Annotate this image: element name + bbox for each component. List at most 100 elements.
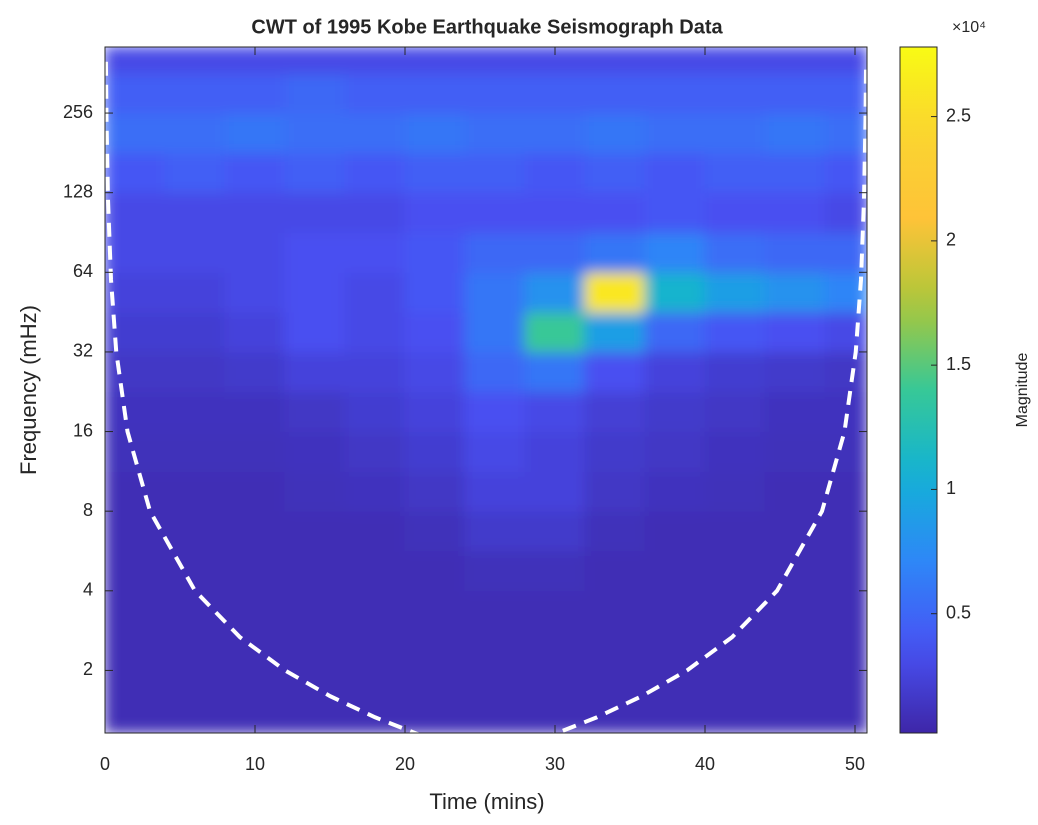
heat-cell	[704, 710, 766, 733]
heat-cell	[105, 710, 166, 733]
heat-cell	[284, 630, 346, 671]
heat-cell	[644, 112, 706, 154]
heat-cell	[404, 351, 466, 393]
heat-cell	[704, 391, 766, 433]
heat-cell	[584, 471, 646, 512]
heat-cell	[704, 72, 766, 114]
heat-cell	[524, 351, 586, 393]
heat-cell	[344, 590, 406, 632]
heat-cell	[764, 311, 826, 353]
heat-cell	[464, 431, 526, 473]
heat-cell	[584, 510, 646, 552]
heat-cell	[644, 47, 706, 74]
heat-cell	[824, 710, 867, 733]
heat-cell	[824, 152, 867, 194]
heat-cell	[524, 550, 586, 592]
chart-title: CWT of 1995 Kobe Earthquake Seismograph …	[251, 16, 723, 38]
heat-cell	[404, 391, 466, 433]
heat-cell	[284, 510, 346, 552]
heat-cell	[764, 630, 826, 671]
heat-cell	[644, 590, 706, 632]
heat-cell	[524, 152, 586, 194]
heat-cell	[344, 192, 406, 234]
heat-cell	[164, 471, 226, 512]
heat-cell	[164, 550, 226, 592]
heat-cell	[584, 232, 646, 273]
heat-cell	[404, 510, 466, 552]
heat-cell	[644, 510, 706, 552]
heat-cell	[584, 192, 646, 234]
heatmap	[105, 47, 867, 733]
heat-cell	[644, 192, 706, 234]
heat-cell	[584, 72, 646, 114]
heat-cell	[224, 669, 286, 712]
heat-cell	[344, 271, 406, 313]
heat-cell	[224, 112, 286, 154]
heat-cell	[584, 152, 646, 194]
y-tick-label: 2	[83, 659, 93, 679]
heat-cell	[344, 72, 406, 114]
heat-cell	[524, 271, 586, 313]
heat-cell	[524, 590, 586, 632]
heat-cell	[284, 47, 346, 74]
heat-cell	[824, 590, 867, 632]
heat-cell	[224, 550, 286, 592]
heat-cell	[524, 311, 586, 353]
heat-cell	[404, 152, 466, 194]
heat-cell	[164, 391, 226, 433]
heat-cell	[105, 271, 166, 313]
heat-cell	[644, 311, 706, 353]
colorbar-tick-label: 1.5	[946, 354, 971, 374]
heat-cell	[764, 271, 826, 313]
heat-cell	[824, 351, 867, 393]
heat-cell	[464, 271, 526, 313]
heat-cell	[764, 192, 826, 234]
heat-cell	[824, 669, 867, 712]
heat-cell	[164, 271, 226, 313]
heat-cell	[284, 112, 346, 154]
heat-cell	[284, 72, 346, 114]
heat-cell	[224, 510, 286, 552]
heat-cell	[105, 47, 166, 74]
heat-cell	[105, 630, 166, 671]
x-tick-label: 40	[695, 754, 715, 774]
colorbar	[899, 46, 938, 734]
heat-cell	[404, 192, 466, 234]
heat-cell	[464, 510, 526, 552]
heat-cell	[464, 112, 526, 154]
y-tick-label: 256	[63, 102, 93, 122]
heat-cell	[524, 630, 586, 671]
heat-cell	[464, 391, 526, 433]
heat-cell	[524, 192, 586, 234]
heat-cell	[764, 72, 826, 114]
heat-cell	[704, 510, 766, 552]
heat-cell	[105, 152, 166, 194]
heat-cell	[644, 72, 706, 114]
heat-cell	[404, 271, 466, 313]
heat-cell	[524, 232, 586, 273]
y-tick-label: 8	[83, 500, 93, 520]
heat-cell	[164, 710, 226, 733]
heat-cell	[464, 192, 526, 234]
heat-cell	[344, 152, 406, 194]
heat-cell	[105, 192, 166, 234]
heat-cell	[824, 311, 867, 353]
heat-cell	[105, 669, 166, 712]
heat-cell	[764, 232, 826, 273]
heat-cell	[824, 72, 867, 114]
heat-cell	[105, 232, 166, 273]
heat-cell	[824, 112, 867, 154]
heat-cell	[224, 431, 286, 473]
heat-cell	[105, 550, 166, 592]
heat-cell	[164, 47, 226, 74]
heat-cell	[464, 669, 526, 712]
y-tick-label: 16	[73, 420, 93, 440]
heat-cell	[584, 47, 646, 74]
y-tick-label: 4	[83, 580, 93, 600]
heat-cell	[224, 192, 286, 234]
colorbar-tick-label: 2.5	[946, 105, 971, 125]
heat-cell	[464, 630, 526, 671]
heat-cell	[464, 550, 526, 592]
heat-cell	[344, 669, 406, 712]
heat-cell	[584, 630, 646, 671]
